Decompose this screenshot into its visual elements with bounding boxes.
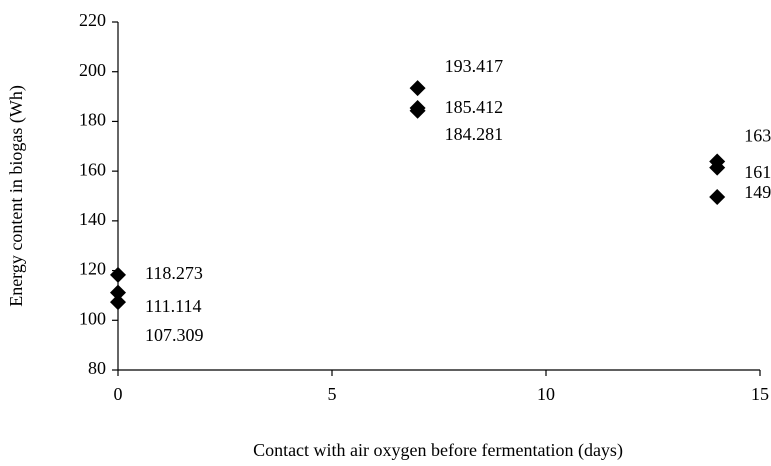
point bbox=[110, 294, 126, 311]
x-tick-label: 15 bbox=[751, 384, 769, 404]
point bbox=[709, 188, 726, 205]
y-tick-label: 160 bbox=[79, 159, 106, 179]
x-tick-label: 10 bbox=[537, 384, 555, 404]
y-tick-label: 140 bbox=[79, 209, 106, 229]
y-tick-label: 80 bbox=[88, 358, 106, 378]
data-label: 149. bbox=[744, 182, 771, 202]
x-tick-label: 0 bbox=[114, 384, 123, 404]
data-label: 111.114 bbox=[145, 296, 202, 316]
point bbox=[110, 284, 126, 301]
y-axis-label: Energy content in biogas (Wh) bbox=[6, 85, 27, 307]
data-label: 107.309 bbox=[145, 325, 204, 345]
x-tick-label: 5 bbox=[328, 384, 337, 404]
data-label: 185.412 bbox=[445, 97, 504, 117]
data-label: 163. bbox=[744, 126, 771, 146]
y-tick-label: 220 bbox=[79, 10, 106, 30]
point bbox=[409, 80, 426, 97]
point bbox=[709, 159, 726, 176]
data-label: 161. bbox=[744, 162, 771, 182]
point bbox=[409, 102, 426, 119]
y-tick-label: 100 bbox=[79, 308, 106, 328]
data-label: 118.273 bbox=[145, 263, 203, 283]
y-tick-label: 180 bbox=[79, 110, 106, 130]
x-axis-label: Contact with air oxygen before fermentat… bbox=[253, 440, 623, 461]
data-label: 193.417 bbox=[445, 56, 504, 76]
point bbox=[110, 266, 126, 283]
y-tick-label: 200 bbox=[79, 60, 106, 80]
y-tick-label: 120 bbox=[79, 259, 106, 279]
data-label: 184.281 bbox=[445, 124, 504, 144]
